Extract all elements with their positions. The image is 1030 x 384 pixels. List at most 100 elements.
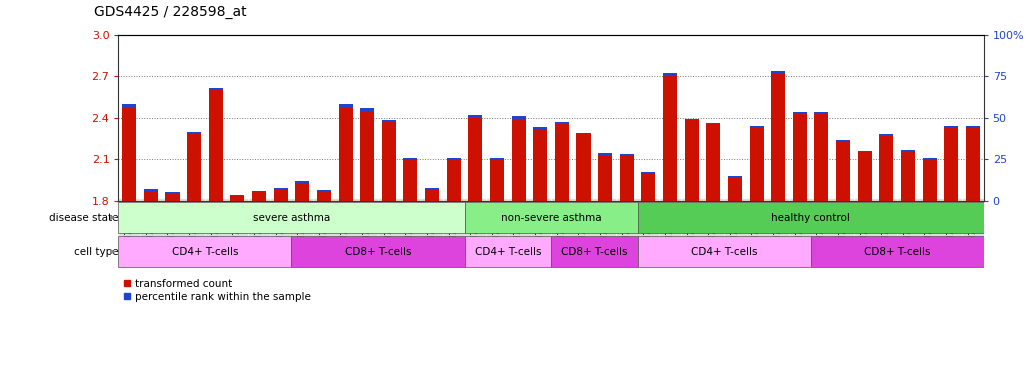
Bar	[685, 120, 698, 200]
Bar	[577, 134, 590, 200]
Bar	[966, 127, 980, 200]
Text: CD4+ T-cells: CD4+ T-cells	[172, 247, 238, 257]
Bar	[945, 126, 958, 127]
Text: cell type: cell type	[74, 247, 118, 257]
Bar	[123, 108, 136, 200]
Bar	[555, 124, 569, 200]
Bar	[296, 181, 309, 182]
Bar	[620, 154, 633, 155]
Bar	[209, 88, 222, 90]
Bar	[598, 154, 612, 155]
Bar	[750, 126, 763, 127]
Bar	[923, 159, 936, 200]
Bar	[815, 112, 828, 113]
Bar	[620, 155, 633, 200]
Bar	[123, 104, 136, 108]
Bar	[166, 194, 179, 200]
Text: CD4+ T-cells: CD4+ T-cells	[691, 247, 757, 257]
Bar	[209, 90, 222, 200]
Bar	[490, 159, 504, 200]
Bar	[663, 73, 677, 76]
Bar	[551, 237, 638, 267]
Bar	[945, 127, 958, 200]
Bar	[811, 237, 984, 267]
Bar	[707, 123, 720, 124]
Bar	[339, 104, 352, 108]
Text: healthy control: healthy control	[771, 213, 850, 223]
Bar	[404, 159, 417, 200]
Bar	[685, 119, 698, 120]
Bar	[166, 192, 179, 194]
Bar	[360, 111, 374, 200]
Bar	[638, 237, 811, 267]
Bar	[231, 195, 244, 196]
Bar	[118, 237, 291, 267]
Text: CD8+ T-cells: CD8+ T-cells	[561, 247, 627, 257]
Bar	[771, 73, 785, 200]
Text: CD8+ T-cells: CD8+ T-cells	[864, 247, 930, 257]
Bar	[187, 132, 201, 134]
Bar	[512, 120, 525, 200]
Bar	[118, 202, 465, 233]
Bar	[425, 189, 439, 200]
Bar	[339, 108, 352, 200]
Bar	[465, 237, 551, 267]
Bar	[447, 158, 460, 159]
Bar	[144, 189, 158, 191]
Bar	[252, 192, 266, 200]
Text: GDS4425 / 228598_at: GDS4425 / 228598_at	[94, 5, 246, 19]
Bar	[880, 136, 893, 200]
Bar	[534, 129, 547, 200]
Bar	[291, 237, 465, 267]
Bar	[382, 122, 396, 200]
Bar	[317, 191, 331, 200]
Bar	[465, 202, 638, 233]
Bar	[642, 172, 655, 173]
Bar	[231, 196, 244, 200]
Bar	[404, 158, 417, 159]
Bar	[815, 113, 828, 200]
Bar	[360, 108, 374, 111]
Bar	[880, 134, 893, 136]
Text: severe asthma: severe asthma	[253, 213, 330, 223]
Bar	[728, 177, 742, 200]
Legend: transformed count, percentile rank within the sample: transformed count, percentile rank withi…	[124, 279, 311, 302]
Bar	[901, 151, 915, 200]
Bar	[382, 120, 396, 122]
Bar	[187, 134, 201, 200]
Bar	[469, 115, 482, 118]
Bar	[638, 202, 984, 233]
Text: disease state: disease state	[49, 213, 118, 223]
Bar	[901, 150, 915, 151]
Bar	[490, 158, 504, 159]
Bar	[836, 140, 850, 141]
Bar	[923, 158, 936, 159]
Bar	[793, 113, 806, 200]
Bar	[469, 118, 482, 200]
Bar	[274, 189, 287, 200]
Bar	[707, 124, 720, 200]
Text: non-severe asthma: non-severe asthma	[501, 213, 602, 223]
Bar	[252, 191, 266, 192]
Bar	[447, 159, 460, 200]
Bar	[858, 152, 871, 200]
Bar	[771, 71, 785, 73]
Bar	[534, 127, 547, 129]
Bar	[728, 176, 742, 177]
Text: CD8+ T-cells: CD8+ T-cells	[345, 247, 411, 257]
Bar	[836, 141, 850, 200]
Text: CD4+ T-cells: CD4+ T-cells	[475, 247, 541, 257]
Bar	[512, 116, 525, 120]
Bar	[274, 188, 287, 189]
Bar	[555, 122, 569, 124]
Bar	[144, 191, 158, 200]
Bar	[793, 112, 806, 113]
Bar	[663, 76, 677, 200]
Bar	[425, 188, 439, 189]
Bar	[858, 151, 871, 152]
Bar	[317, 190, 331, 191]
Bar	[577, 133, 590, 134]
Bar	[296, 182, 309, 200]
Bar	[598, 155, 612, 200]
Bar	[750, 127, 763, 200]
